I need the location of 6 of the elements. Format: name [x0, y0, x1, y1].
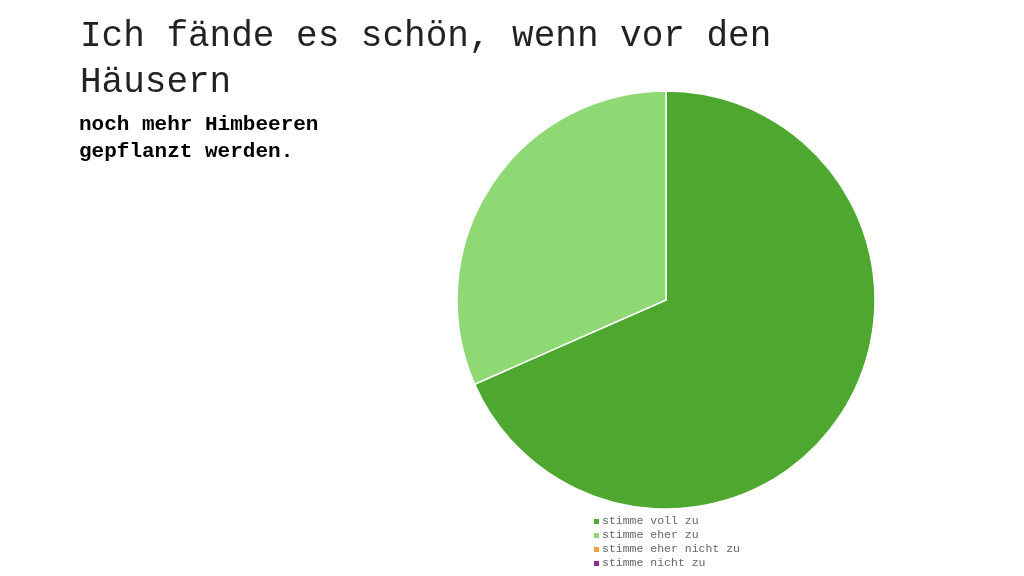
- text: noch mehr Himbeeren gepflanzt werden.: [79, 113, 319, 163]
- chart-title: Ich fände es schön, wenn vor den Häusern: [80, 16, 772, 103]
- legend-label: stimme eher zu: [602, 528, 699, 541]
- legend-label: stimme voll zu: [602, 514, 699, 527]
- legend-label: stimme nicht zu: [602, 556, 706, 569]
- legend-label: stimme eher nicht zu: [602, 542, 741, 555]
